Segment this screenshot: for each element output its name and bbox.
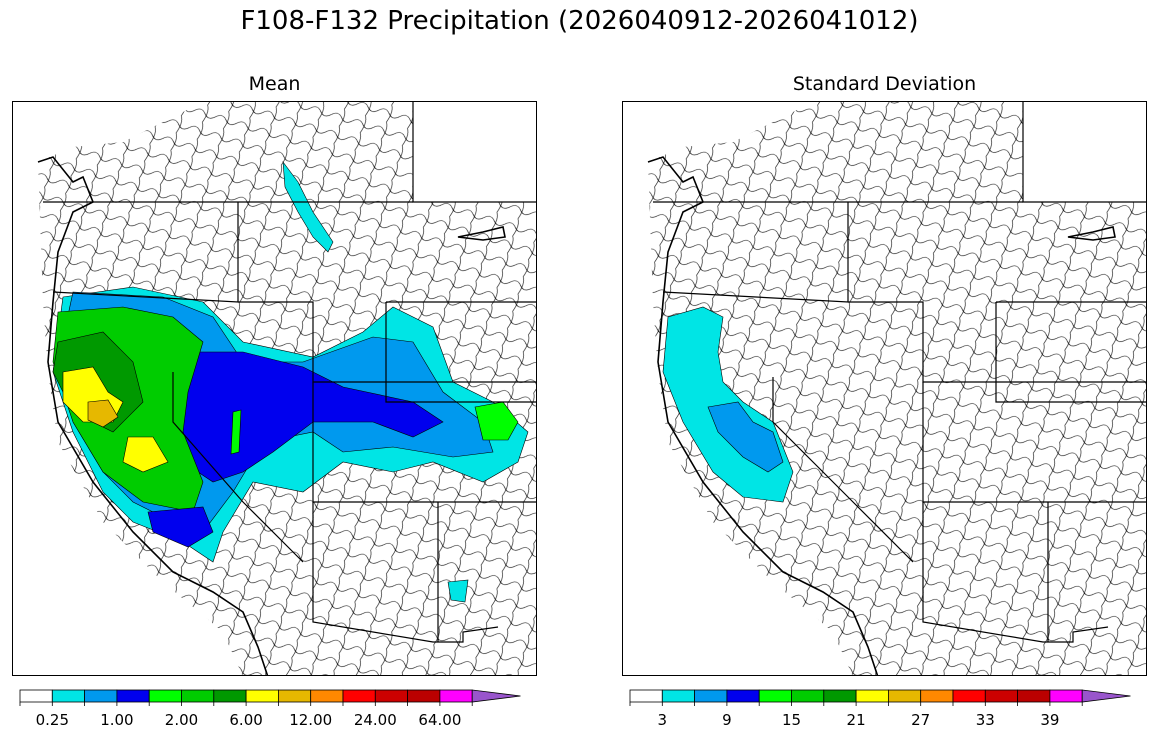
colorbar-segment xyxy=(181,689,215,703)
colorbar-tick-label: 9 xyxy=(722,711,732,729)
colorbar-tick-label: 39 xyxy=(1040,711,1060,729)
colorbar-segment xyxy=(213,689,247,703)
panel-title-mean: Mean xyxy=(248,73,301,95)
colorbar-segment xyxy=(984,689,1018,703)
mean-colorbar xyxy=(19,689,530,706)
mean-map xyxy=(12,101,537,676)
panel-title-stddev: Standard Deviation xyxy=(792,73,977,95)
mean-map-canvas xyxy=(37,102,536,675)
mean-state-borders xyxy=(43,102,536,643)
colorbar-segment xyxy=(726,689,760,703)
colorbar-segment xyxy=(84,689,118,703)
colorbar-segment xyxy=(694,689,728,703)
colorbar-segment xyxy=(1049,689,1083,703)
colorbar-segment xyxy=(407,689,441,703)
colorbar-segment xyxy=(855,689,889,703)
colorbar-segment xyxy=(342,689,376,703)
colorbar-tick-label: 21 xyxy=(846,711,866,729)
mean-precip-fill xyxy=(52,160,529,603)
colorbar-segment xyxy=(1081,689,1131,703)
stddev-precip-fill xyxy=(662,306,794,503)
colorbar-tick-label: 64.00 xyxy=(418,711,462,729)
colorbar-tick-label: 33 xyxy=(975,711,995,729)
mean-coastline xyxy=(37,156,506,675)
stddev-coastline xyxy=(647,156,1116,675)
colorbar-tick-label: 24.00 xyxy=(353,711,397,729)
stddev-state-borders xyxy=(653,102,1146,643)
colorbar-segment xyxy=(887,689,922,703)
colorbar-tick-label: 15 xyxy=(781,711,802,729)
colorbar-segment xyxy=(310,689,344,703)
colorbar-segment xyxy=(148,689,182,703)
colorbar-tick-label: 0.25 xyxy=(35,711,69,729)
colorbar-tick-label: 2.00 xyxy=(164,711,199,729)
colorbar-segment xyxy=(374,689,408,703)
colorbar-tick-label: 3 xyxy=(657,711,668,729)
colorbar-segment xyxy=(439,689,473,703)
colorbar-segment xyxy=(952,689,986,703)
colorbar-segment xyxy=(245,689,279,703)
colorbar-segment xyxy=(277,689,312,703)
colorbar-segment xyxy=(758,689,792,703)
colorbar-segment xyxy=(19,689,53,703)
colorbar-tick-label: 12.00 xyxy=(289,711,333,729)
colorbar-segment xyxy=(661,689,695,703)
stddev-map-canvas xyxy=(647,102,1146,675)
colorbar-tick-label: 1.00 xyxy=(100,711,134,729)
colorbar-tick-label: 27 xyxy=(911,711,931,729)
colorbar-segment xyxy=(471,689,521,703)
colorbar-segment xyxy=(116,689,150,703)
colorbar-tick-label: 6.00 xyxy=(229,711,263,729)
colorbar-segment xyxy=(791,689,825,703)
colorbar-segment xyxy=(629,689,663,703)
colorbar-segment xyxy=(823,689,857,703)
colorbar-segment xyxy=(51,689,85,703)
colorbar-segment xyxy=(1017,689,1051,703)
stddev-colorbar xyxy=(629,689,1140,706)
figure-title: F108-F132 Precipitation (2026040912-2026… xyxy=(240,6,919,36)
stddev-map xyxy=(622,101,1147,676)
colorbar-segment xyxy=(920,689,954,703)
